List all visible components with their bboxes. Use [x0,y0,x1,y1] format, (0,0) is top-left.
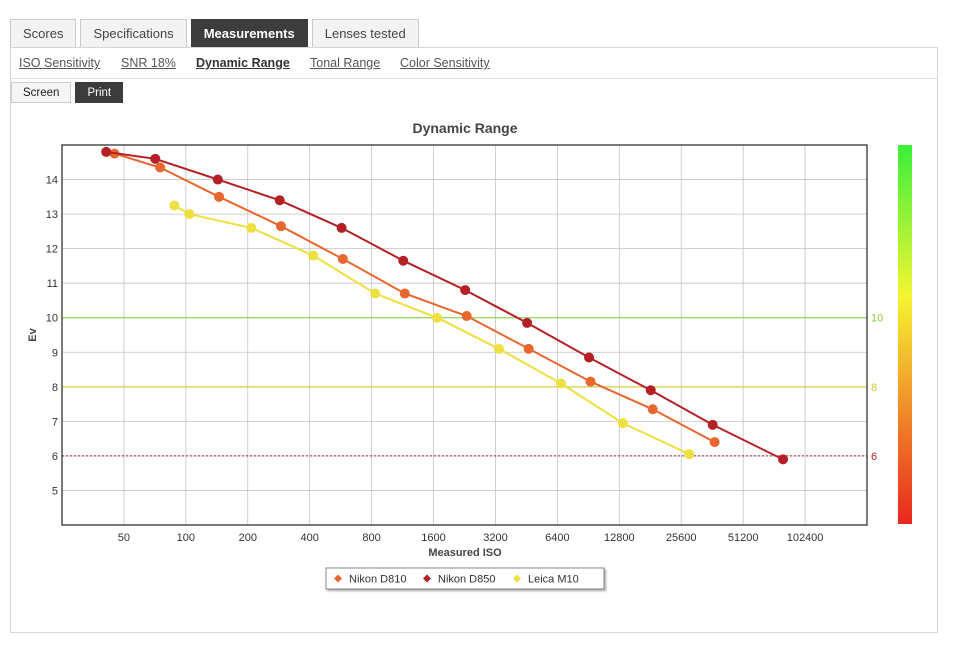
data-point-nikon-d810 [523,343,534,354]
x-axis-label: Measured ISO [428,547,502,559]
y-axis-label: Ev [27,327,39,341]
y-tick-label: 8 [52,382,58,394]
data-point-nikon-d850 [707,419,718,430]
data-point-leica-m10 [184,209,195,220]
subtab-tonal-range[interactable]: Tonal Range [310,56,381,70]
x-tick-label: 12800 [604,532,635,544]
tab-scores[interactable]: Scores [10,19,77,47]
data-point-nikon-d850 [645,385,656,396]
data-point-nikon-d810 [461,311,472,321]
x-tick-label: 102400 [787,532,824,544]
tab-lenses-tested[interactable]: Lenses tested [311,19,419,47]
chart-title: Dynamic Range [412,120,517,136]
dynamic-range-color-scale [898,145,912,524]
tab-measurements[interactable]: Measurements [190,19,308,47]
x-tick-label: 3200 [483,532,507,544]
x-tick-label: 200 [239,532,257,544]
x-tick-label: 6400 [545,532,569,544]
main-tabs: Scores Specifications Measurements Lense… [10,19,419,47]
legend-label-nikon-d810: Nikon D810 [349,574,406,586]
y-tick-label: 11 [47,278,58,290]
plot-area-frame [61,144,868,526]
legend-label-leica-m10: Leica M10 [528,574,579,586]
data-point-leica-m10 [684,449,695,460]
data-point-leica-m10 [370,288,381,299]
tab-specifications[interactable]: Specifications [80,19,187,47]
subtab-snr-18[interactable]: SNR 18% [121,56,176,70]
y-tick-labels: 5 6 7 8 9 10 11 12 13 14 [46,175,58,498]
print-mode-button[interactable]: Print [75,82,124,103]
x-tick-label: 50 [118,532,130,544]
data-point-nikon-d810 [337,254,348,264]
x-tick-label: 51200 [728,532,759,544]
data-series [101,146,789,465]
x-tick-label: 100 [177,532,195,544]
screen-mode-button[interactable]: Screen [11,82,72,103]
y-tick-label: 9 [52,347,58,359]
chart-legend: Nikon D810 Nikon D850 Leica M10 [325,567,605,590]
data-point-leica-m10 [308,250,319,261]
display-mode-toggle: Screen Print [11,82,124,103]
data-point-nikon-d850 [522,317,533,328]
subtab-iso-sensitivity[interactable]: ISO Sensitivity [19,56,101,70]
x-tick-label: 25600 [666,532,697,544]
data-point-nikon-d850 [212,174,223,185]
subtab-dynamic-range[interactable]: Dynamic Range [196,56,290,70]
legend-marker-leica-m10 [513,574,521,583]
data-point-nikon-d850 [150,153,161,164]
y-tick-label: 7 [52,416,58,428]
data-point-nikon-d850 [584,352,595,363]
reference-line-label: 6 [871,451,877,463]
data-point-nikon-d810 [709,437,720,448]
reference-line-label: 10 [871,313,883,325]
y-tick-label: 6 [52,451,58,463]
data-point-nikon-d850 [274,195,285,206]
data-point-leica-m10 [617,418,628,429]
data-point-nikon-d810 [275,221,286,232]
y-tick-label: 14 [46,175,58,187]
data-point-nikon-d850 [460,285,471,296]
data-point-leica-m10 [432,312,443,323]
data-point-nikon-d810 [155,162,166,173]
reference-lines: 10 8 6 [62,313,883,463]
y-tick-label: 13 [46,209,58,221]
x-tick-label: 400 [301,532,319,544]
data-point-leica-m10 [555,378,566,389]
data-point-nikon-d850 [101,146,112,157]
legend-marker-nikon-d850 [423,574,431,583]
data-point-nikon-d850 [336,222,347,233]
data-point-leica-m10 [169,200,180,211]
legend-label-nikon-d850: Nikon D850 [438,574,495,586]
data-point-leica-m10 [246,222,257,233]
data-point-nikon-d850 [398,255,409,266]
series-line-nikon-d850 [106,150,784,461]
measurement-subnav: ISO Sensitivity SNR 18% Dynamic Range To… [11,48,937,79]
data-point-nikon-d810 [214,191,225,202]
x-tick-label: 800 [362,532,380,544]
x-tick-label: 1600 [421,532,445,544]
legend-marker-nikon-d810 [334,574,342,583]
data-point-nikon-d810 [647,404,658,415]
y-tick-label: 5 [52,485,58,497]
y-tick-label: 12 [46,244,58,256]
y-tick-label: 10 [46,313,58,325]
chart-grid [62,145,867,525]
data-point-nikon-d810 [399,288,410,299]
subtab-color-sensitivity[interactable]: Color Sensitivity [400,56,490,70]
x-tick-labels: 50 100 200 400 800 1600 3200 6400 12800 25600 5120… [118,532,824,544]
legend-box [325,567,605,590]
series-line-nikon-d810 [114,152,716,443]
series-line-leica-m10 [173,204,690,456]
data-point-nikon-d810 [585,376,596,387]
data-point-leica-m10 [493,343,504,354]
data-point-nikon-d850 [778,454,789,465]
reference-line-label: 8 [871,382,877,394]
